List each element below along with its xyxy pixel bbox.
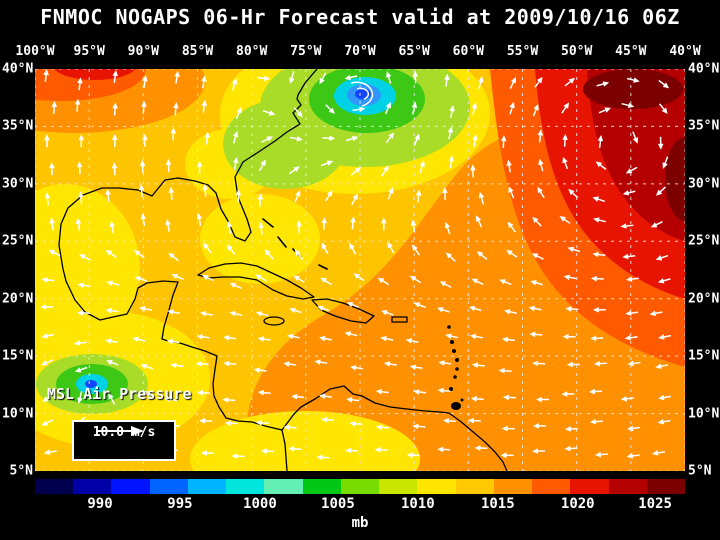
wind-scale-arrow-icon <box>96 426 144 436</box>
colorbar-segment <box>608 479 647 494</box>
lon-label: 40°W <box>669 44 701 59</box>
colorbar-tick: 1015 <box>480 496 515 512</box>
wind-scale-legend: 10.0 m/s <box>72 420 176 461</box>
colorbar-segment <box>264 479 303 494</box>
colorbar-segment <box>73 479 112 494</box>
lon-label: 75°W <box>290 44 322 59</box>
lon-label: 70°W <box>344 44 376 59</box>
colorbar-tick: 1005 <box>321 496 355 512</box>
lon-label: 55°W <box>506 44 539 59</box>
lat-label: 10°N <box>688 406 720 422</box>
colorbar-unit: mb <box>351 515 369 531</box>
colorbar-tick: 1025 <box>638 496 672 512</box>
lat-label: 35°N <box>688 118 720 134</box>
lat-label: 20°N <box>688 291 720 307</box>
colorbar-segment <box>379 479 418 494</box>
lon-label: 100°W <box>15 44 55 59</box>
lat-label: 30°N <box>2 176 34 192</box>
lat-label: 25°N <box>688 233 720 249</box>
wind-scale-label: 10.0 m/s <box>92 425 156 440</box>
colorbar-tick: 1020 <box>560 496 595 512</box>
colorbar-segment <box>532 479 571 494</box>
storm-swirl-icon <box>350 81 374 107</box>
latlon-grid <box>35 69 685 471</box>
lon-label: 50°W <box>561 44 593 59</box>
lon-label: 45°W <box>615 44 647 59</box>
field-label: MSL Air Pressure <box>47 385 192 403</box>
colorbar-tick: 990 <box>87 496 113 512</box>
colorbar-tick: 1010 <box>400 496 435 512</box>
lat-label: 30°N <box>688 176 720 192</box>
colorbar-segment <box>149 479 188 494</box>
colorbar-tick: 995 <box>167 496 193 512</box>
lat-label: 20°N <box>2 291 34 307</box>
lon-label: 65°W <box>398 44 430 59</box>
pressure-field-plot <box>35 69 685 471</box>
wind-arrows <box>40 69 672 461</box>
lat-label: 35°N <box>2 118 34 134</box>
colorbar-segment <box>646 479 685 494</box>
map-canvas: MSL Air Pressure 10.0 m/s <box>35 69 685 471</box>
lat-label: 5°N <box>9 463 33 479</box>
colorbar-segment <box>302 479 341 494</box>
lat-label: 40°N <box>2 61 34 77</box>
lon-label: 90°W <box>127 44 159 59</box>
lon-label: 80°W <box>236 44 268 59</box>
page-title: FNMOC NOGAPS 06-Hr Forecast valid at 200… <box>40 5 680 29</box>
colorbar <box>35 479 685 494</box>
colorbar-segment <box>35 479 74 494</box>
coastlines <box>58 69 508 471</box>
colorbar-segment <box>417 479 456 494</box>
lon-label: 85°W <box>181 44 214 59</box>
colorbar-segment <box>340 479 380 494</box>
lat-label: 10°N <box>2 406 34 422</box>
lon-label: 95°W <box>73 44 105 59</box>
lat-label: 40°N <box>688 61 720 77</box>
island-dots <box>447 325 464 410</box>
colorbar-tick: 1000 <box>243 496 277 512</box>
colorbar-segment <box>111 479 150 494</box>
colorbar-segment <box>570 479 609 494</box>
lon-label: 60°W <box>452 44 484 59</box>
colorbar-segment <box>455 479 494 494</box>
lat-label: 15°N <box>2 348 34 364</box>
colorbar-segment <box>226 479 265 494</box>
lat-label: 25°N <box>2 233 34 249</box>
lat-label: 5°N <box>688 463 712 479</box>
colorbar-segment <box>493 479 533 494</box>
colorbar-segment <box>187 479 227 494</box>
lat-label: 15°N <box>688 348 720 364</box>
